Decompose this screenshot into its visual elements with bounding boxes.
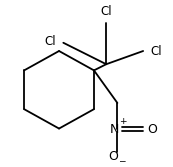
Text: Cl: Cl [151, 45, 162, 57]
Text: Cl: Cl [100, 5, 112, 18]
Text: N: N [109, 123, 119, 136]
Text: +: + [119, 117, 126, 126]
Text: −: − [119, 156, 126, 165]
Text: O: O [148, 123, 157, 136]
Text: O: O [108, 150, 118, 163]
Text: Cl: Cl [45, 35, 56, 48]
